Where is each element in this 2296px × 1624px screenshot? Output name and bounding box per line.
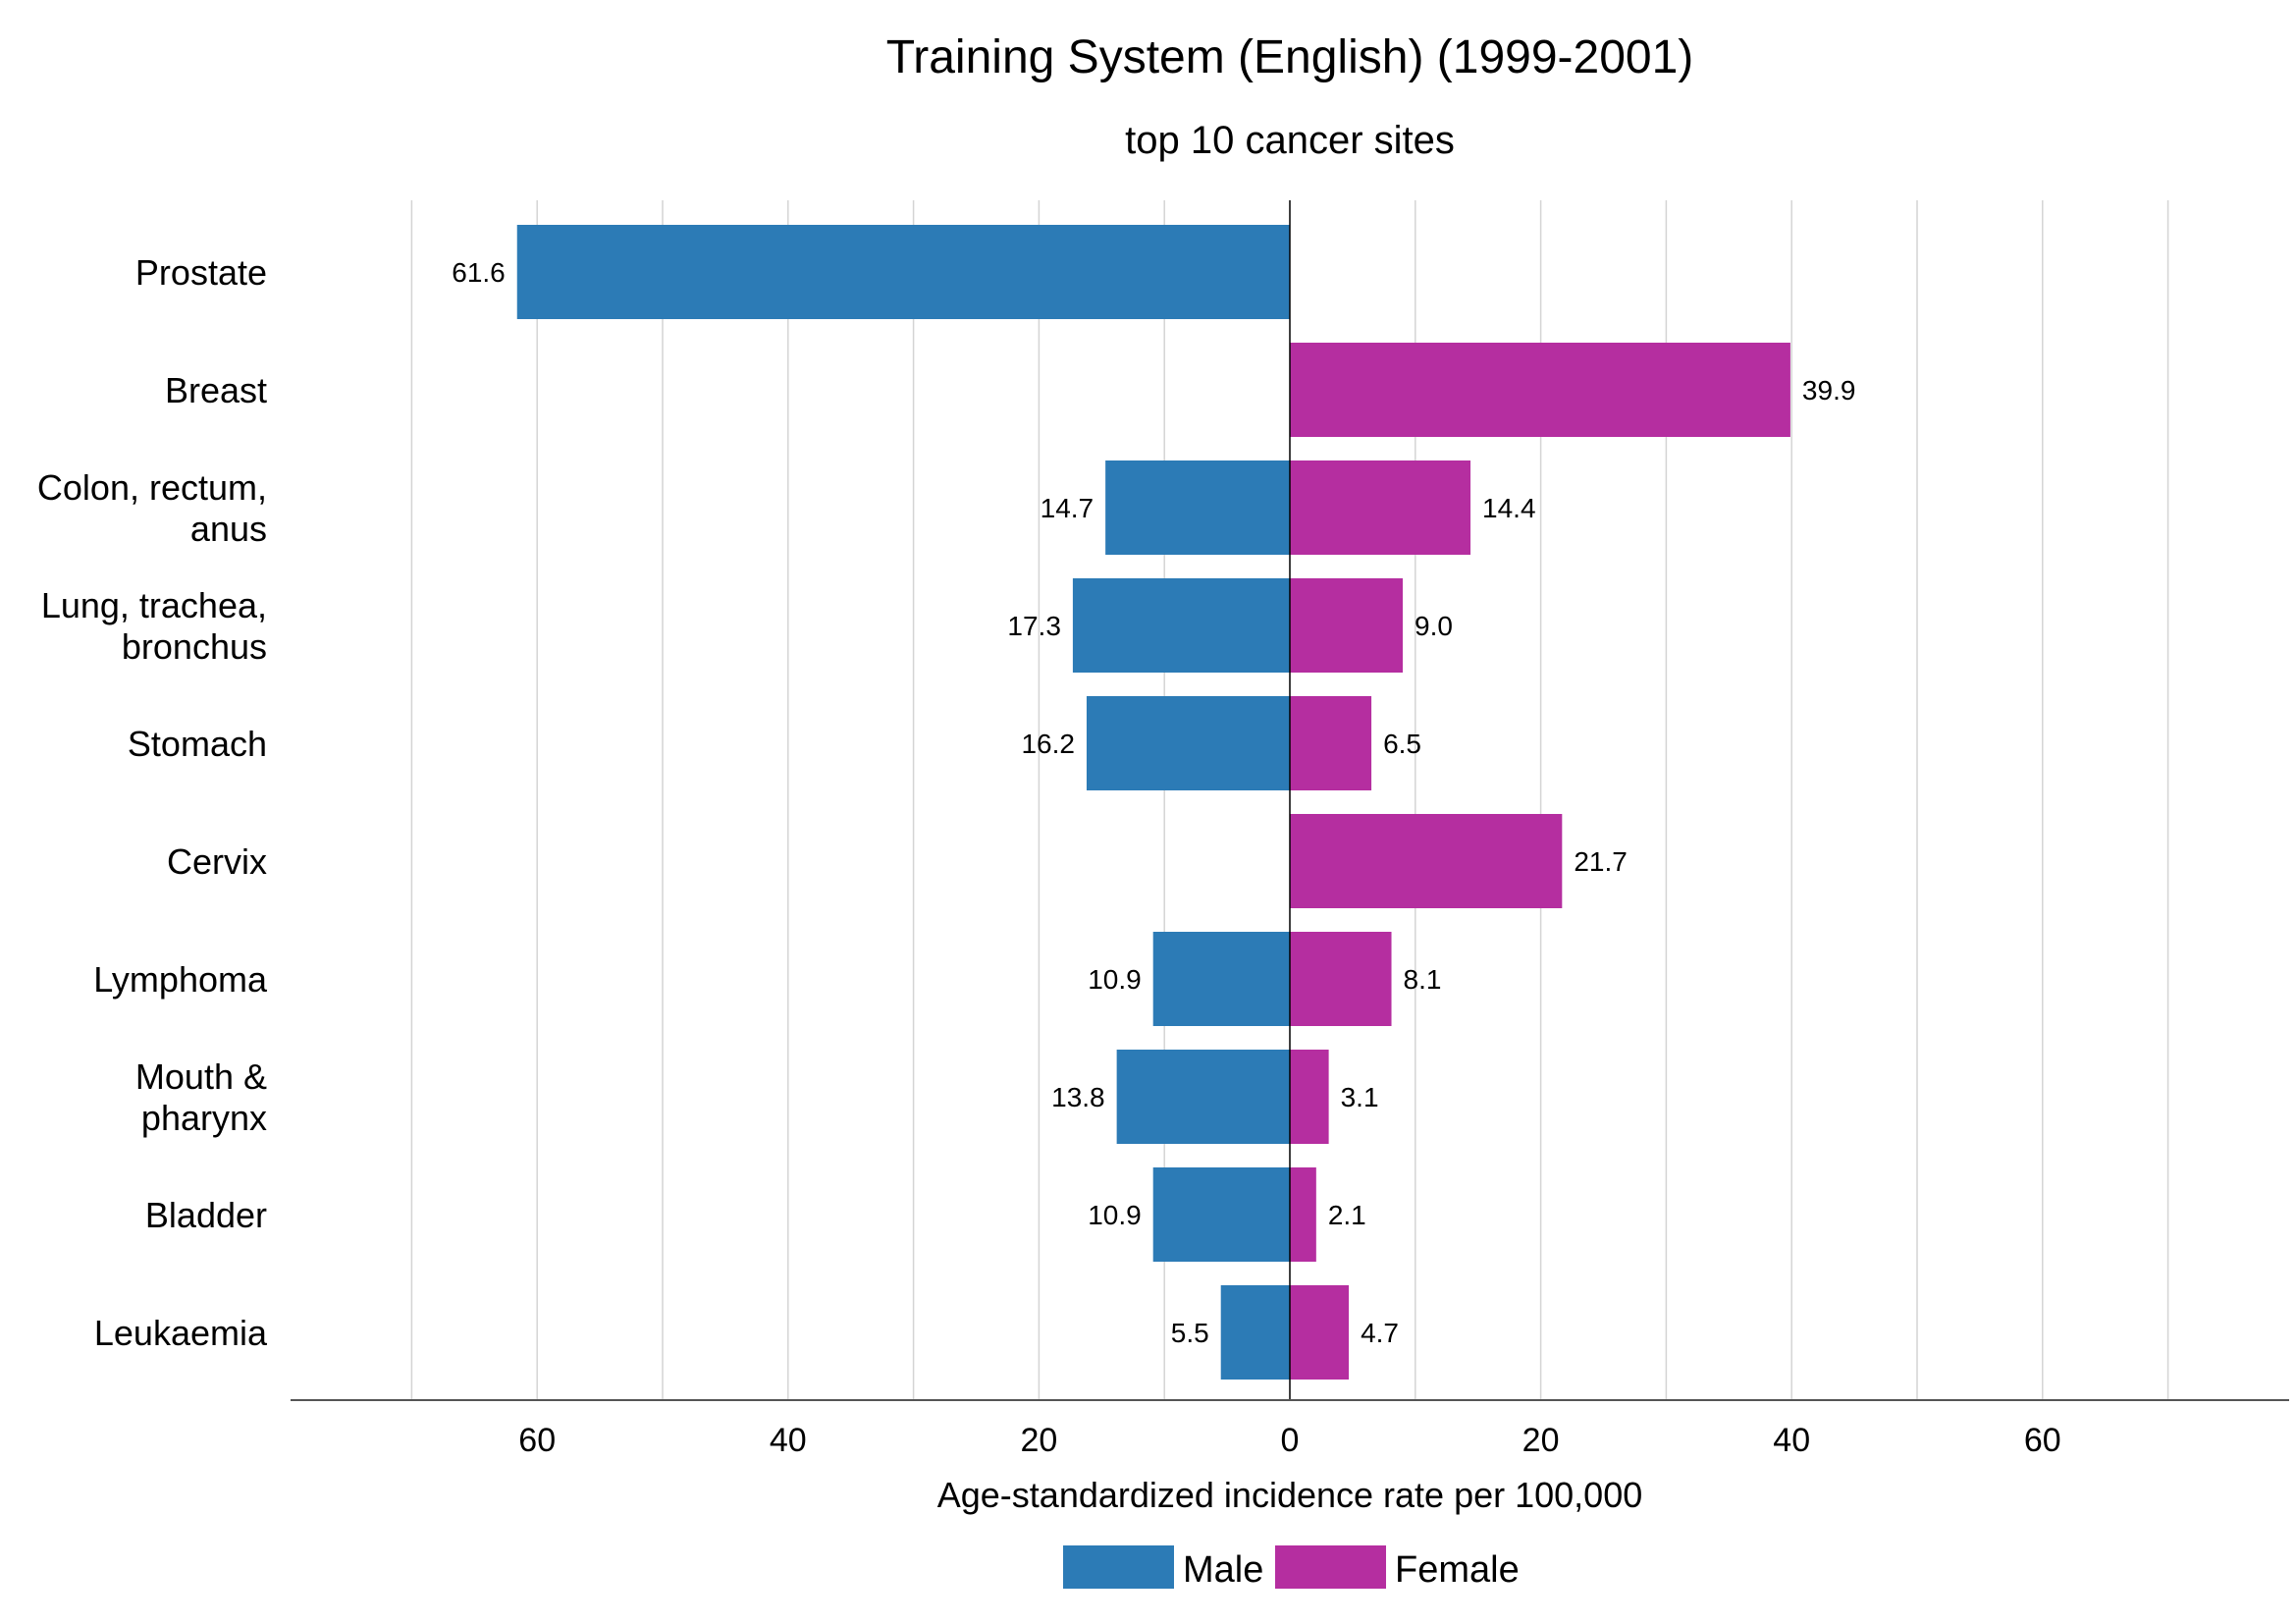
data-label-female: 3.1 — [1341, 1082, 1379, 1112]
chart-title: Training System (English) (1999-2001) — [886, 31, 1694, 83]
category-label-line: Lung, trachea, — [41, 585, 267, 625]
category-label: Lung, trachea, bronchus — [41, 585, 267, 667]
bar-female — [1290, 1167, 1316, 1262]
data-label-female: 8.1 — [1404, 964, 1442, 995]
x-tick-label: 40 — [1773, 1422, 1810, 1459]
bar-male — [1105, 460, 1290, 555]
category-label-line: Breast — [165, 370, 267, 410]
x-tick-label: 0 — [1281, 1422, 1300, 1459]
data-label-female: 2.1 — [1328, 1200, 1366, 1230]
category-label-line: Leukaemia — [94, 1313, 268, 1353]
category-label-line: Bladder — [145, 1195, 267, 1235]
bar-female — [1290, 814, 1562, 908]
x-tick-label: 40 — [770, 1422, 807, 1459]
category-label-line: Mouth & — [135, 1056, 267, 1097]
bar-female — [1290, 1050, 1329, 1144]
category-label-line: anus — [190, 509, 267, 549]
category-label: Lymphoma — [93, 959, 268, 1000]
data-label-male: 61.6 — [452, 257, 506, 288]
bar-male — [1117, 1050, 1290, 1144]
bar-female — [1290, 343, 1790, 437]
data-label-female: 39.9 — [1802, 375, 1856, 406]
bar-female — [1290, 460, 1470, 555]
bar-male — [1073, 578, 1290, 673]
category-label-line: pharynx — [141, 1098, 267, 1138]
category-labels: Prostate Breast Colon, rectum, anus Lung, tr… — [37, 252, 268, 1353]
data-label-female: 9.0 — [1415, 611, 1453, 641]
data-label-male: 17.3 — [1007, 611, 1061, 641]
data-label-male: 5.5 — [1171, 1318, 1209, 1348]
legend-swatch-male — [1063, 1545, 1174, 1589]
data-label-female: 4.7 — [1361, 1318, 1399, 1348]
category-label-line: bronchus — [122, 626, 267, 667]
x-tick-label: 60 — [2024, 1422, 2061, 1459]
data-label-female: 6.5 — [1383, 729, 1421, 759]
data-label-male: 14.7 — [1041, 493, 1095, 523]
data-label-male: 10.9 — [1088, 1200, 1142, 1230]
data-label-female: 14.4 — [1482, 493, 1536, 523]
x-axis-title: Age-standardized incidence rate per 100,… — [937, 1475, 1643, 1515]
bar-female — [1290, 696, 1371, 790]
category-label: Mouth & pharynx — [135, 1056, 267, 1138]
category-label: Leukaemia — [94, 1313, 268, 1353]
bar-male — [1153, 1167, 1290, 1262]
x-tick-label: 20 — [1522, 1422, 1560, 1459]
category-label: Cervix — [167, 841, 267, 882]
category-label: Bladder — [145, 1195, 267, 1235]
bar-female — [1290, 1285, 1349, 1380]
category-label: Stomach — [128, 724, 267, 764]
legend-label-male: Male — [1183, 1549, 1263, 1591]
category-label-line: Colon, rectum, — [37, 467, 267, 508]
data-label-male: 16.2 — [1021, 729, 1075, 759]
legend-label-female: Female — [1395, 1549, 1520, 1591]
x-tick-label: 20 — [1020, 1422, 1057, 1459]
bar-female — [1290, 932, 1392, 1026]
chart-subtitle: top 10 cancer sites — [1125, 119, 1455, 162]
legend-swatch-female — [1275, 1545, 1386, 1589]
x-tick-label: 60 — [518, 1422, 556, 1459]
category-label-line: Lymphoma — [93, 959, 268, 1000]
bar-female — [1290, 578, 1403, 673]
bar-male — [517, 225, 1290, 319]
category-label: Colon, rectum, anus — [37, 467, 267, 549]
category-label-line: Cervix — [167, 841, 267, 882]
category-label-line: Prostate — [135, 252, 267, 293]
x-axis-ticks: 60 40 20 0 20 40 60 — [518, 1422, 2060, 1459]
category-label-line: Stomach — [128, 724, 267, 764]
bar-male — [1153, 932, 1290, 1026]
data-label-male: 13.8 — [1051, 1082, 1105, 1112]
data-label-male: 10.9 — [1088, 964, 1142, 995]
legend: Male Female — [1063, 1545, 1520, 1591]
data-label-female: 21.7 — [1574, 846, 1628, 877]
bars — [517, 225, 1790, 1380]
bar-male — [1221, 1285, 1290, 1380]
bar-male — [1087, 696, 1290, 790]
category-label: Prostate — [135, 252, 267, 293]
category-label: Breast — [165, 370, 267, 410]
